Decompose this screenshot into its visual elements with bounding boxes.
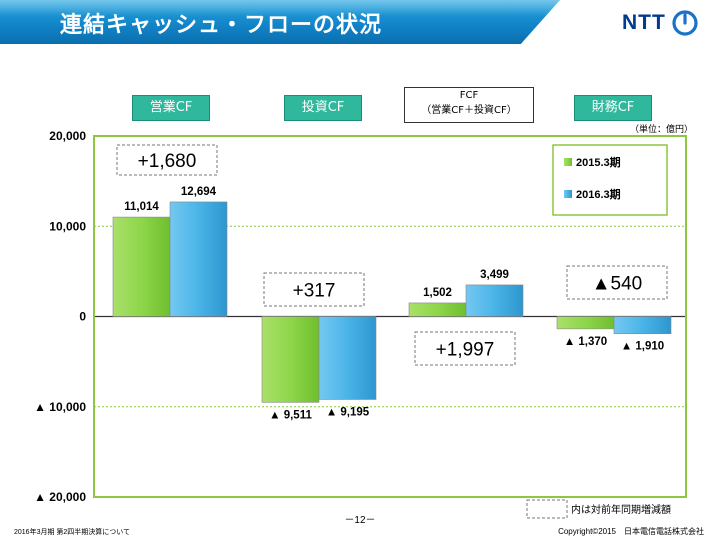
data-label-2015: ▲ 9,511 — [269, 409, 312, 421]
y-tick-label: 10,000 — [49, 219, 86, 233]
title-bar-glare — [0, 0, 560, 16]
legend-box — [552, 144, 668, 216]
unit-label: （単位：億円） — [630, 125, 694, 135]
bar-2016 — [169, 201, 228, 317]
category-label-investing: 投資CF — [284, 95, 362, 121]
note-legend: 内は対前年同期増減額 — [526, 499, 671, 519]
logo-text: NTT — [622, 11, 666, 34]
note-dashed-box — [526, 499, 568, 519]
labels-layer: 11,014 ▲ 9,511 1,502 ▲ 1,370 12,694 ▲ 9,195 3,… — [124, 186, 664, 421]
category-label-operating: 営業CF — [132, 95, 210, 121]
change-annotation: +317 — [293, 281, 336, 302]
y-tick-label: 20,000 — [49, 129, 86, 143]
change-annotation-box — [263, 272, 365, 307]
legend-label-2015: 2015.3期 — [576, 155, 621, 169]
change-annotation-box — [566, 265, 668, 300]
change-annotation: +1,997 — [436, 340, 495, 361]
page-number: －12－ — [344, 515, 375, 526]
fcf-label-line1: FCF — [459, 90, 479, 101]
footer-right: Copyright©2015 日本電信電話株式会社 — [558, 526, 704, 536]
legend-label-2016: 2016.3期 — [576, 187, 621, 201]
y-tick-label: ▲ 10,000 — [34, 400, 86, 414]
page-title: 連結キャッシュ・フローの状況 — [60, 13, 383, 38]
plot-area-border — [93, 135, 687, 498]
ntt-logo-icon — [672, 10, 698, 36]
change-annotation: +1,680 — [138, 151, 197, 172]
ticks-layer: 20,000 10,000 0 ▲ 10,000 ▲ 20,000 — [34, 129, 86, 504]
data-label-2015: ▲ 1,370 — [564, 336, 607, 348]
ntt-logo: NTT — [622, 10, 698, 36]
bar-2016 — [318, 316, 377, 400]
change-annotation-box — [116, 144, 218, 176]
category-label-financing: 財務CF — [574, 95, 652, 121]
footer-left: 2016年3月期 第2四半期決算について — [14, 527, 130, 536]
data-label-2016: ▲ 1,910 — [621, 341, 664, 353]
fcf-label-line2: （営業CF＋投資CF） — [421, 105, 517, 116]
bar-2015 — [261, 316, 320, 403]
legend-swatch-2015 — [564, 158, 572, 166]
data-label-2015: 1,502 — [423, 287, 452, 299]
y-tick-label: ▲ 20,000 — [34, 490, 86, 504]
bar-2015 — [112, 216, 171, 317]
bars-layer — [112, 201, 672, 403]
y-tick-label: 0 — [79, 310, 86, 324]
legend: 2015.3期 2016.3期 — [552, 144, 668, 216]
change-annotation-box — [414, 331, 516, 366]
bar-2016 — [613, 316, 672, 335]
annotations-layer: +1,680 +317 +1,997 ▲540 — [116, 144, 668, 366]
change-annotation: ▲540 — [592, 274, 643, 295]
bar-2015 — [556, 316, 615, 330]
category-label-fcf: FCF （営業CF＋投資CF） — [404, 87, 534, 123]
title-bar: 連結キャッシュ・フローの状況 — [0, 0, 560, 44]
data-label-2016: 12,694 — [181, 186, 217, 198]
bar-2015 — [408, 302, 467, 317]
data-label-2015: 11,014 — [124, 201, 159, 213]
data-label-2016: ▲ 9,195 — [326, 406, 370, 418]
data-label-2016: 3,499 — [480, 269, 509, 281]
legend-swatch-2016 — [564, 190, 572, 198]
bar-2016 — [465, 284, 524, 317]
note-label: 内は対前年同期増減額 — [571, 503, 671, 516]
